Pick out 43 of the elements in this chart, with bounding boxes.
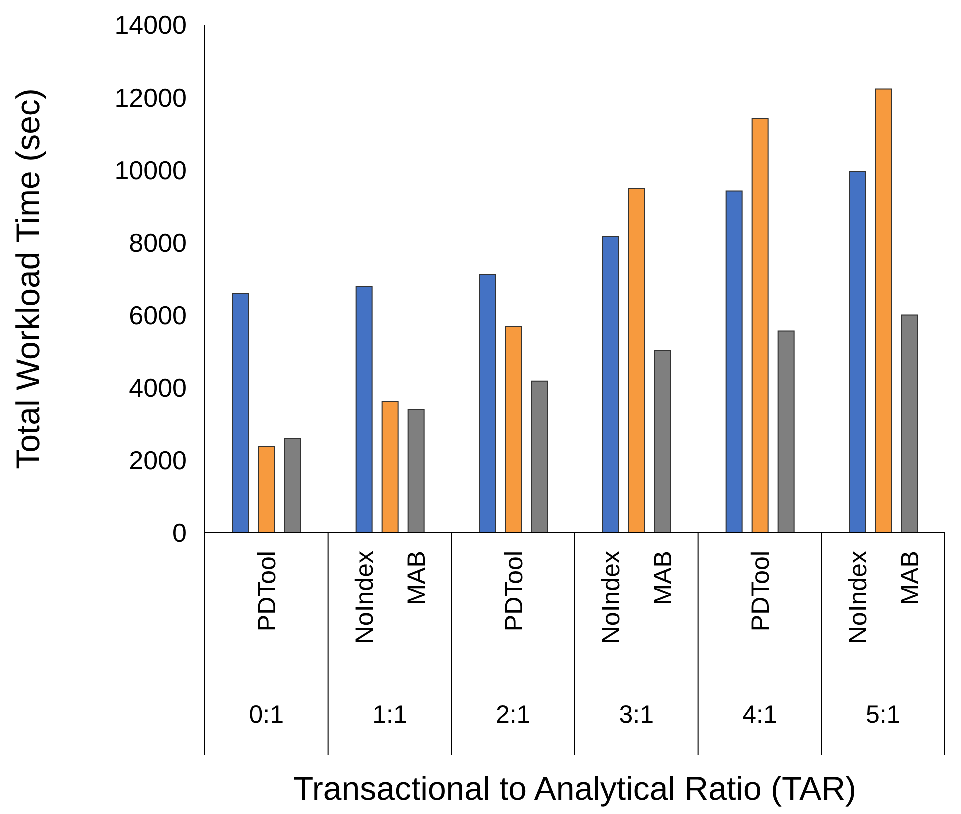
x-tick-label: 0:1 xyxy=(249,701,284,729)
x-tick-label: 5:1 xyxy=(866,701,901,729)
text: NoIndex xyxy=(598,551,626,644)
text: NoIndex xyxy=(844,550,872,644)
bar xyxy=(479,274,496,533)
text: NoIndex xyxy=(351,551,379,644)
text: PDTool xyxy=(254,551,282,632)
x-tick-label: 4:1 xyxy=(742,701,778,729)
text: MAB xyxy=(896,551,924,606)
bar xyxy=(356,286,373,533)
bar xyxy=(726,190,743,533)
y-tick-label: 12000 xyxy=(114,82,187,113)
text: MAB xyxy=(650,551,678,606)
y-tick-label: 8000 xyxy=(129,228,187,258)
y-tick-label: 14000 xyxy=(114,10,187,40)
bar xyxy=(654,350,672,533)
x-tick-label: 1:1 xyxy=(372,701,408,729)
x-tick-label: 3:1 xyxy=(619,701,654,729)
bar xyxy=(258,446,276,533)
bar xyxy=(232,293,250,533)
bar xyxy=(531,380,548,533)
bar xyxy=(602,236,620,533)
bar xyxy=(752,118,769,533)
y-tick-label: 6000 xyxy=(129,300,187,331)
bar xyxy=(849,171,866,533)
bar xyxy=(408,409,425,533)
bar xyxy=(875,88,892,533)
bar xyxy=(628,188,646,533)
bar xyxy=(778,330,795,533)
text: PDTool xyxy=(747,551,775,632)
x-tick-label: 2:1 xyxy=(496,701,531,729)
y-tick-label: 10000 xyxy=(114,155,187,186)
bar xyxy=(505,326,522,533)
bar xyxy=(382,401,399,533)
x-axis-title: Transactional to Analytical Ratio (TAR) xyxy=(293,770,857,807)
y-tick-label: 4000 xyxy=(129,373,187,404)
y-tick-label: 2000 xyxy=(129,446,187,476)
text: PDTool xyxy=(500,551,528,632)
bar xyxy=(284,438,302,533)
text: MAB xyxy=(403,551,431,606)
bar xyxy=(901,314,918,533)
y-tick-label: 0 xyxy=(172,518,187,548)
y-axis-title: Total Workload Time (sec) xyxy=(10,88,47,470)
